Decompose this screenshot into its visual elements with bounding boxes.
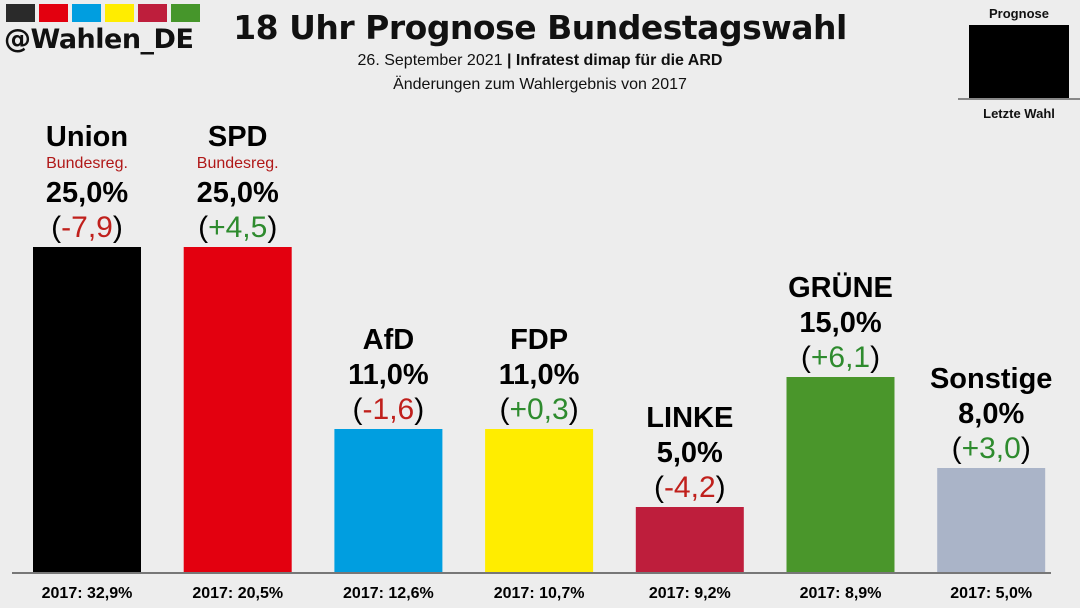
value-label: 8,0% [958, 398, 1024, 430]
color-swatch [6, 4, 35, 22]
previous-result-label: 2017: 10,7% [494, 585, 585, 602]
change-label: (+4,5) [198, 211, 277, 244]
subtitle-line: 26. September 2021 | Infratest dimap für… [0, 52, 1080, 70]
color-swatch [105, 4, 134, 22]
bar-fdp [485, 429, 594, 572]
party-label: GRÜNE [788, 271, 893, 304]
subtitle-note: Änderungen zum Wahlergebnis von 2017 [393, 76, 687, 93]
previous-result-label: 2017: 5,0% [950, 585, 1032, 602]
bar-union [33, 247, 141, 572]
change-label: (+0,3) [499, 393, 578, 426]
subtitle-source: Infratest dimap für die ARD [515, 52, 723, 69]
color-swatch [39, 4, 68, 22]
party-color-swatches [6, 4, 200, 22]
legend-baseline [958, 98, 1080, 100]
previous-result-label: 2017: 20,5% [192, 585, 283, 602]
legend-label-prognose: Prognose [989, 6, 1049, 21]
color-swatch [72, 4, 101, 22]
previous-result-label: 2017: 12,6% [343, 585, 434, 602]
value-label: 15,0% [799, 307, 881, 339]
change-label: (+3,0) [952, 432, 1031, 465]
government-label: Bundesreg. [197, 155, 279, 172]
bar-grüne [786, 377, 895, 572]
bar-spd [183, 247, 292, 572]
government-label: Bundesreg. [46, 155, 128, 172]
bar-linke [635, 507, 744, 572]
color-swatch [138, 4, 167, 22]
value-label: 25,0% [46, 177, 128, 209]
account-handle: @Wahlen_DE [4, 24, 194, 55]
bar-sonstige [937, 468, 1046, 572]
party-label: Sonstige [930, 363, 1052, 395]
party-label: LINKE [646, 402, 733, 434]
chart-title: 18 Uhr Prognose Bundestagswahl [233, 8, 847, 47]
value-label: 5,0% [657, 437, 723, 469]
bar-afd [334, 429, 443, 572]
change-label: (-7,9) [51, 211, 123, 244]
change-label: (-1,6) [353, 393, 425, 426]
value-label: 25,0% [197, 177, 279, 209]
party-label: FDP [510, 324, 568, 356]
subtitle-date: 26. September 2021 [357, 52, 503, 69]
color-swatch [171, 4, 200, 22]
change-label: (+6,1) [801, 341, 880, 374]
subtitle-separator: | [506, 52, 512, 69]
legend: Prognose Letzte Wahl [958, 0, 1080, 125]
previous-result-label: 2017: 8,9% [800, 585, 882, 602]
value-label: 11,0% [348, 359, 429, 391]
party-label: SPD [208, 121, 268, 153]
value-label: 11,0% [499, 359, 580, 391]
previous-result-label: 2017: 32,9% [42, 585, 133, 602]
legend-label-letzte-wahl: Letzte Wahl [983, 106, 1055, 121]
party-label: AfD [363, 324, 415, 356]
change-label: (-4,2) [654, 471, 726, 504]
party-label: Union [46, 121, 128, 153]
legend-bar-swatch [969, 25, 1069, 98]
previous-result-label: 2017: 9,2% [649, 585, 731, 602]
